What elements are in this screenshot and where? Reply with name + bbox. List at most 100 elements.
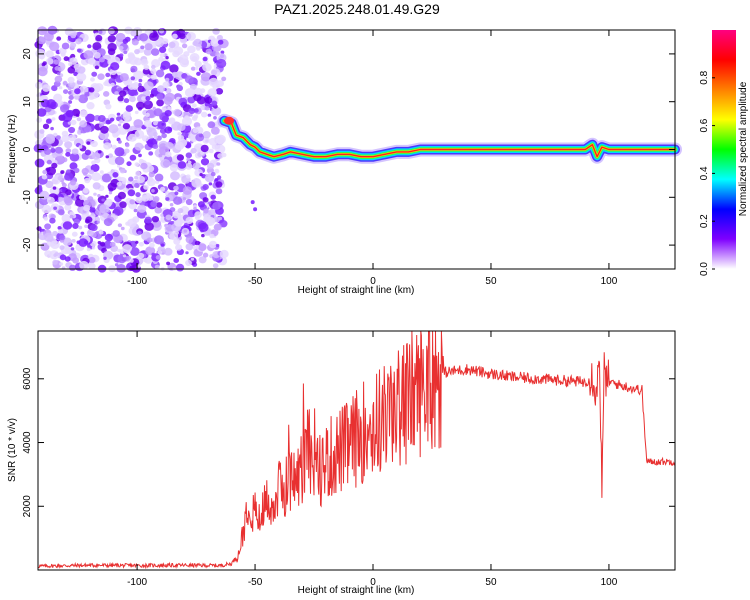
noise-blob: [146, 178, 156, 187]
noise-blob: [45, 118, 52, 124]
noise-blob: [201, 233, 205, 238]
noise-blob: [40, 99, 50, 108]
noise-blob: [137, 204, 147, 213]
noise-blob: [193, 206, 197, 211]
noise-blob: [134, 129, 145, 139]
noise-blob: [218, 216, 223, 221]
noise-blob: [114, 147, 125, 157]
noise-blob: [94, 65, 99, 70]
noise-blob: [97, 194, 101, 198]
noise-blob: [151, 64, 156, 70]
noise-blob: [182, 186, 193, 195]
noise-blob: [143, 81, 154, 91]
noise-blob: [143, 184, 149, 190]
noise-blob: [216, 58, 227, 69]
noise-blob: [187, 45, 196, 54]
noise-blob: [171, 71, 178, 78]
noise-blob: [158, 56, 164, 62]
noise-blob: [138, 78, 143, 83]
noise-blob: [70, 42, 77, 48]
noise-blob: [140, 58, 149, 66]
noise-blob: [140, 162, 148, 170]
noise-blob: [36, 226, 42, 232]
noise-blob: [190, 108, 195, 112]
noise-blob: [130, 247, 140, 256]
noise-blob: [176, 85, 183, 91]
x-tick-label: -50: [248, 276, 263, 287]
noise-blob: [155, 69, 165, 78]
noise-blob: [108, 153, 113, 158]
noise-blob: [167, 118, 175, 125]
noise-blob: [57, 175, 63, 181]
noise-blob: [175, 263, 185, 272]
noise-blob: [212, 263, 219, 269]
noise-blob: [61, 181, 65, 185]
noise-blob: [216, 175, 222, 180]
noise-blob: [185, 243, 194, 251]
noise-blob: [52, 259, 58, 265]
noise-blob: [120, 226, 125, 231]
noise-blob: [205, 48, 212, 55]
noise-blob: [139, 33, 149, 42]
noise-blob: [126, 161, 132, 167]
noise-blob: [65, 109, 74, 118]
noise-blob: [200, 144, 209, 153]
noise-blob: [171, 121, 182, 131]
noise-blob: [44, 148, 52, 155]
y-tick-label: 2000: [22, 495, 33, 518]
noise-blob: [145, 112, 150, 118]
noise-blob: [86, 102, 95, 110]
noise-blob: [185, 216, 194, 225]
noise-blob: [141, 195, 149, 202]
noise-blob: [202, 197, 209, 203]
noise-blob: [164, 110, 172, 117]
noise-blob: [129, 265, 136, 271]
noise-blob: [70, 119, 77, 126]
noise-blob: [77, 184, 85, 191]
noise-blob: [158, 153, 163, 158]
noise-blob: [58, 157, 63, 162]
noise-blob: [55, 146, 63, 154]
noise-blob: [219, 249, 229, 259]
noise-blob: [156, 99, 165, 107]
noise-blob: [215, 88, 224, 95]
noise-blob: [49, 186, 60, 196]
noise-blob: [190, 66, 196, 71]
noise-blob: [39, 190, 50, 200]
noise-blob: [151, 189, 155, 193]
noise-blob: [45, 50, 54, 58]
noise-blob: [90, 77, 95, 82]
noise-blob: [184, 75, 194, 84]
noise-blob: [91, 160, 96, 165]
noise-blob: [175, 244, 183, 251]
noise-blob: [114, 91, 119, 96]
noise-blob: [80, 231, 85, 235]
noise-blob: [185, 198, 193, 206]
noise-blob: [44, 223, 51, 230]
noise-blob: [42, 84, 51, 92]
noise-blob: [57, 226, 62, 230]
noise-blob: [207, 88, 217, 97]
noise-blob: [71, 239, 76, 243]
noise-blob: [202, 136, 210, 144]
colorbar-tick-label: 0.2: [699, 214, 710, 228]
noise-blob: [54, 66, 60, 71]
noise-blob: [169, 203, 174, 207]
noise-blob: [79, 194, 85, 200]
noise-blob: [202, 62, 212, 72]
noise-blob: [42, 61, 47, 66]
noise-blob: [203, 208, 209, 214]
noise-blob: [135, 170, 141, 177]
noise-blob: [36, 185, 43, 191]
noise-blob: [199, 173, 203, 177]
noise-blob: [128, 56, 139, 65]
y-tick-label: 4000: [22, 431, 33, 454]
noise-blob: [128, 176, 134, 182]
noise-blob: [50, 126, 54, 131]
noise-blob: [150, 201, 158, 208]
noise-blob: [75, 113, 80, 117]
noise-blob: [112, 230, 120, 237]
noise-blob: [130, 30, 137, 37]
noise-blob: [76, 72, 87, 82]
noise-blob: [135, 240, 139, 244]
